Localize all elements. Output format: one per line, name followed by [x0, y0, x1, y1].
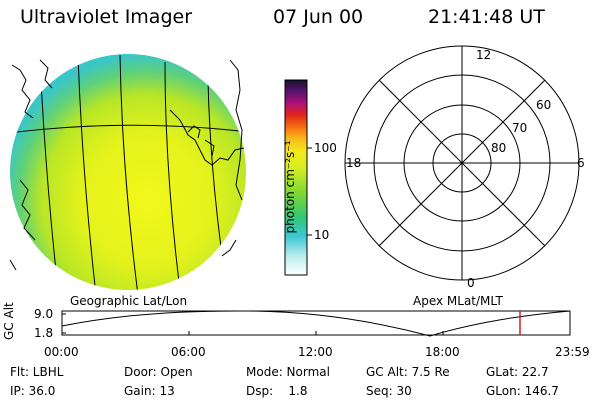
mlt-0-label: 0 — [467, 276, 475, 290]
mlat-80-label: 80 — [491, 141, 507, 155]
time-tick-0000: 00:00 — [44, 345, 79, 359]
coastlines — [9, 59, 245, 271]
mlt-18-label: 18 — [346, 156, 362, 170]
time-tick-0600: 06:00 — [171, 345, 206, 359]
geographic-caption: Geographic Lat/Lon — [70, 294, 188, 308]
mlt-6-label: 6 — [577, 156, 585, 170]
time-label: 21:41:48 UT — [428, 6, 545, 28]
polar-grid — [344, 45, 580, 281]
door-status: Door: Open — [124, 365, 193, 379]
colorbar-tick-10: 10 — [314, 228, 330, 242]
glon-status: GLon: 146.7 — [486, 384, 559, 398]
mlat-70-label: 70 — [512, 121, 528, 135]
uv-earth-image — [9, 54, 246, 290]
filter-status: Flt: LBHL — [10, 365, 64, 379]
altitude-tick-high: 9.0 — [34, 307, 54, 321]
altitude-tick-low: 1.8 — [34, 326, 54, 340]
mode-status: Mode: Normal — [246, 365, 330, 379]
color-bar — [284, 79, 312, 276]
gain-status: Gain: 13 — [124, 384, 175, 398]
mlat-60-label: 60 — [536, 98, 552, 112]
dsp-status: Dsp: 1.8 — [246, 384, 308, 398]
seq-status: Seq: 30 — [366, 384, 412, 398]
instrument-title: Ultraviolet Imager — [20, 6, 193, 28]
glat-status: GLat: 22.7 — [486, 365, 549, 379]
time-tick-1800: 18:00 — [425, 345, 460, 359]
altitude-axis-title: GC Alt — [2, 302, 16, 340]
altitude-plot — [61, 310, 571, 337]
date-label: 07 Jun 00 — [273, 6, 364, 28]
gc-altitude-status: GC Alt: 7.5 Re — [366, 365, 450, 379]
ip-status: IP: 36.0 — [10, 384, 56, 398]
colorbar-unit-label: photon cm⁻²s⁻¹ — [283, 140, 297, 234]
apex-caption: Apex MLat/MLT — [413, 294, 503, 308]
time-tick-2359: 23:59 — [555, 345, 590, 359]
time-tick-1200: 12:00 — [298, 345, 333, 359]
colorbar-tick-100: 100 — [314, 141, 337, 155]
mlt-12-label: 12 — [476, 48, 492, 62]
